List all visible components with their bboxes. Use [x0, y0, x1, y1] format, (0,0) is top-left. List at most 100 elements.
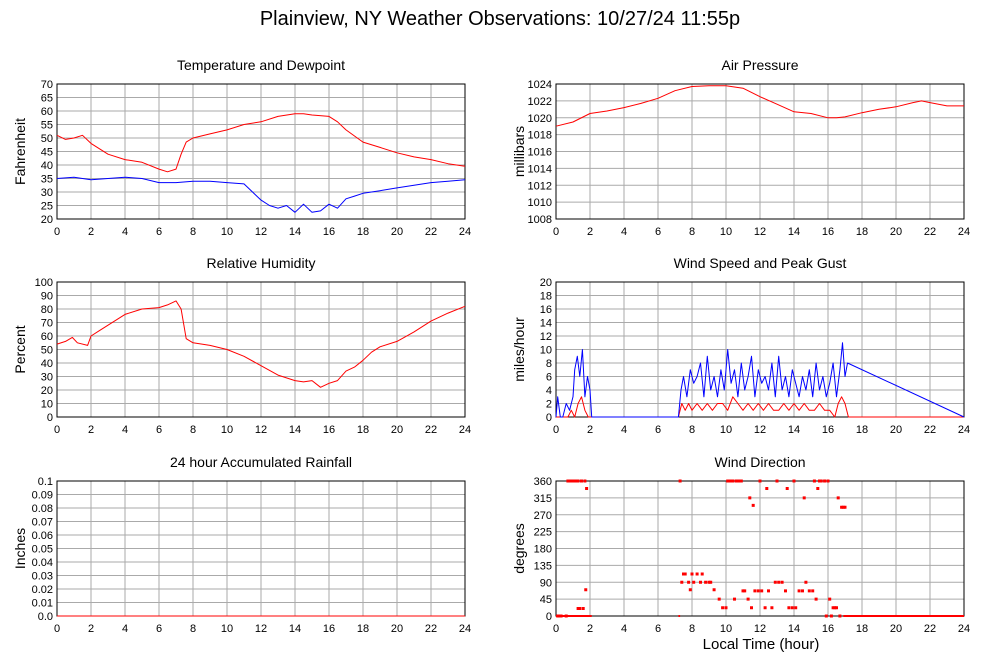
y-tick-label: 20 [41, 385, 53, 397]
data-point [738, 479, 742, 483]
data-point [571, 479, 575, 483]
y-tick-label: 225 [534, 527, 552, 539]
data-point [823, 479, 827, 483]
data-point [824, 614, 828, 618]
plot-frame [555, 281, 965, 418]
y-tick-label: 0 [546, 412, 552, 424]
y-axis-label: miles/hour [511, 317, 527, 382]
x-tick-label: 18 [357, 424, 369, 436]
x-tick-label: 12 [754, 623, 766, 635]
x-tick-label: 22 [924, 623, 936, 635]
x-tick-label: 2 [587, 623, 593, 635]
x-tick-label: 4 [122, 623, 128, 635]
data-point [578, 607, 582, 610]
y-tick-label: 50 [41, 133, 53, 145]
x-tick-label: 12 [754, 226, 766, 238]
data-point [775, 479, 779, 483]
data-point [736, 479, 740, 483]
data-point [580, 479, 583, 483]
x-tick-label: 6 [655, 623, 661, 635]
y-tick-label: 90 [540, 577, 552, 589]
x-tick-label: 14 [289, 226, 301, 238]
data-point [784, 589, 787, 593]
data-point [828, 597, 832, 601]
y-tick-label: 0.07 [32, 517, 53, 529]
chart-title: 24 hour Accumulated Rainfall [170, 454, 352, 470]
data-point [733, 597, 736, 601]
data-point [584, 588, 588, 592]
data-point [785, 487, 789, 490]
plot-frame [56, 281, 466, 418]
data-point [688, 588, 692, 592]
data-point [843, 505, 847, 509]
x-tick-label: 14 [289, 424, 301, 436]
chart-title: Temperature and Dewpoint [177, 57, 345, 73]
data-point [748, 496, 752, 500]
y-tick-label: 35 [41, 174, 53, 186]
data-point [797, 589, 801, 593]
y-tick-label: 20 [41, 214, 53, 226]
x-tick-label: 8 [689, 226, 695, 238]
x-tick-label: 20 [890, 226, 902, 238]
data-point [807, 589, 811, 593]
x-tick-label: 0 [553, 226, 559, 238]
data-point [829, 614, 833, 618]
data-point [568, 479, 572, 483]
y-tick-label: 45 [41, 147, 53, 159]
data-point [559, 614, 563, 618]
data-point [564, 614, 568, 618]
data-point [727, 479, 731, 483]
y-tick-label: 1008 [528, 214, 552, 226]
data-point [758, 479, 762, 483]
data-point [835, 606, 838, 610]
data-point [680, 580, 684, 584]
data-point [704, 580, 708, 584]
x-tick-label: 4 [621, 226, 627, 238]
y-tick-label: 1024 [528, 79, 552, 91]
x-tick-label: 12 [255, 623, 267, 635]
y-tick-label: 10 [41, 399, 53, 411]
data-point [836, 496, 840, 500]
series-line-1 [555, 342, 965, 418]
y-tick-label: 1014 [528, 163, 552, 175]
x-tick-label: 22 [425, 424, 437, 436]
y-tick-label: 2 [546, 399, 552, 411]
data-point [692, 580, 696, 584]
data-point [576, 479, 580, 483]
x-tick-label: 6 [655, 424, 661, 436]
data-point [726, 479, 730, 483]
x-tick-label: 16 [323, 424, 335, 436]
y-tick-label: 8 [546, 358, 552, 370]
y-tick-label: 0.08 [32, 503, 53, 515]
y-tick-label: 270 [534, 510, 552, 522]
y-tick-label: 1010 [528, 197, 552, 209]
x-tick-label: 18 [856, 424, 868, 436]
x-tick-label: 6 [156, 623, 162, 635]
data-point [802, 496, 806, 500]
data-point [826, 479, 830, 483]
data-point [790, 606, 794, 610]
data-point [751, 503, 755, 507]
x-tick-label: 12 [754, 424, 766, 436]
x-tick-label: 2 [88, 226, 94, 238]
data-point [746, 597, 750, 601]
x-tick-label: 0 [54, 226, 60, 238]
chart-temp: Temperature and Dewpoint2025303540455055… [12, 57, 471, 238]
y-tick-label: 45 [540, 594, 552, 606]
data-point [765, 487, 769, 490]
x-tick-label: 18 [856, 226, 868, 238]
chart-pressure: Air Pressure1008101010121014101610181020… [511, 57, 970, 238]
chart-title: Wind Speed and Peak Gust [674, 255, 847, 271]
data-point [731, 479, 735, 483]
x-tick-label: 14 [289, 623, 301, 635]
data-point [812, 479, 816, 483]
x-tick-label: 2 [587, 226, 593, 238]
data-point [734, 479, 738, 483]
data-point [581, 607, 585, 610]
x-tick-label: 6 [655, 226, 661, 238]
y-tick-label: 1012 [528, 180, 552, 192]
data-point [794, 606, 798, 610]
x-tick-label: 22 [425, 226, 437, 238]
x-tick-label: 20 [890, 424, 902, 436]
data-point [773, 580, 777, 584]
